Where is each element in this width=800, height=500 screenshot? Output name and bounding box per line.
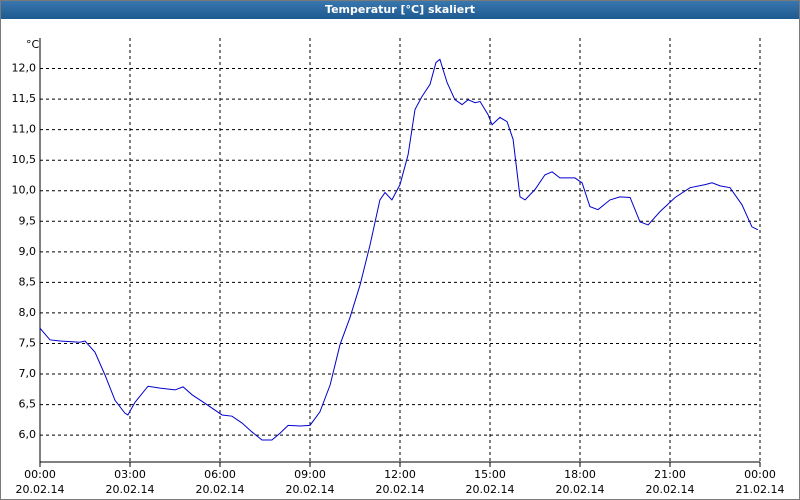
y-tick-label: 9,0 [19,245,37,258]
x-tick-label: 06:00 [204,468,236,481]
x-tick-date: 20.02.14 [16,483,65,496]
x-tick-label: 03:00 [114,468,146,481]
y-tick-label: 12,0 [12,62,37,75]
x-tick-label: 21:00 [654,468,686,481]
y-tick-label: 7,5 [19,336,37,349]
y-tick-label: 10,5 [12,153,37,166]
x-tick-date: 20.02.14 [376,483,425,496]
x-tick-label: 18:00 [564,468,596,481]
y-unit: °C [26,38,40,51]
y-tick-label: 6,5 [19,398,37,411]
x-tick-label: 09:00 [294,468,326,481]
x-tick-date: 21.02.14 [736,483,785,496]
y-tick-label: 9,5 [19,214,37,227]
y-tick-label: 11,0 [12,123,37,136]
y-tick-label: 7,0 [19,367,37,380]
x-tick-date: 20.02.14 [286,483,335,496]
x-tick-date: 20.02.14 [556,483,605,496]
x-tick-label: 00:00 [744,468,776,481]
x-tick-label: 15:00 [474,468,506,481]
y-tick-label: 8,0 [19,306,37,319]
y-tick-label: 10,0 [12,184,37,197]
title-bar [0,0,800,19]
x-tick-date: 20.02.14 [196,483,245,496]
x-tick-date: 20.02.14 [466,483,515,496]
y-tick-label: 11,5 [12,92,37,105]
line [39,58,759,441]
y-tick-label: 6,0 [19,428,37,441]
chart-title: Temperatur [°C] skaliert [325,3,475,16]
x-tick-label: 12:00 [384,468,416,481]
x-tick-date: 20.02.14 [646,483,695,496]
x-tick-label: 00:00 [24,468,56,481]
y-tick-label: 8,5 [19,275,37,288]
x-tick-date: 20.02.14 [106,483,155,496]
